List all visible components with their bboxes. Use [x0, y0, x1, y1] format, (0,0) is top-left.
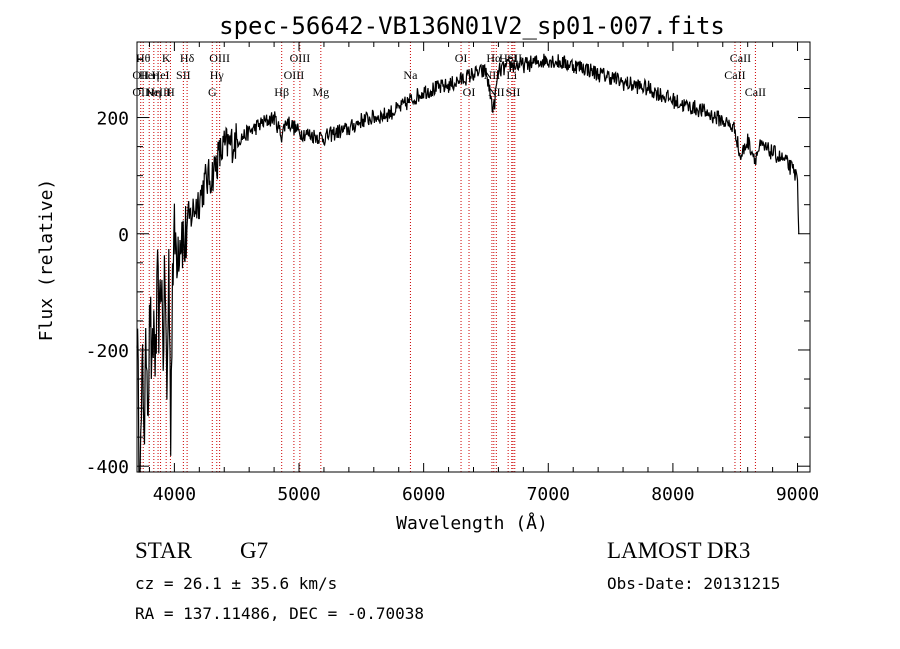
line-label: OII — [132, 68, 149, 82]
y-tick-label: 200 — [96, 109, 129, 130]
line-label: Heη — [139, 68, 159, 82]
line-labels: HθOIIOIIHeηHηNeIIIHeIKHSIIHδGHγOIIIHβOII… — [132, 51, 766, 99]
line-label: Hη — [146, 85, 161, 99]
line-label: SII — [506, 85, 521, 99]
x-tick-label: 8000 — [651, 484, 694, 505]
x-tick-label: 7000 — [527, 484, 570, 505]
line-label: CaII — [730, 51, 751, 65]
line-label: CaII — [745, 85, 766, 99]
line-label: OII — [132, 85, 149, 99]
x-tick-label: 4000 — [153, 484, 196, 505]
y-tick-label: -400 — [86, 457, 129, 478]
line-label: CaII — [724, 68, 745, 82]
line-label: G — [208, 85, 217, 99]
line-label: SII — [507, 51, 522, 65]
line-label: H — [166, 85, 175, 99]
line-label: OI — [455, 51, 468, 65]
line-label: Li — [506, 68, 517, 82]
x-axis-label: Wavelength (Å) — [396, 512, 548, 534]
x-tick-label: 9000 — [776, 484, 819, 505]
line-label: Hα — [486, 51, 502, 65]
x-tick-label: 6000 — [402, 484, 445, 505]
axis-ticks: 4000 5000 6000 7000 8000 9000 -400 -200 0 200 — [86, 42, 819, 505]
y-tick-label: -200 — [86, 341, 129, 362]
line-label: NII — [488, 85, 505, 99]
object-class: STAR — [135, 538, 192, 563]
line-label: Hδ — [180, 51, 195, 65]
line-label: HeI — [499, 51, 517, 65]
line-label: OI — [463, 85, 476, 99]
coordinates-readout: RA = 137.11486, DEC = -0.70038 — [135, 604, 424, 623]
y-axis-label: Flux (relative) — [36, 179, 57, 342]
line-label: Hβ — [274, 85, 289, 99]
line-label: SII — [176, 68, 191, 82]
line-label: OIII — [290, 51, 311, 65]
line-label: OIII — [284, 68, 305, 82]
line-label: NeIII — [145, 85, 171, 99]
line-markers — [140, 42, 756, 472]
survey-name: LAMOST DR3 — [607, 538, 751, 563]
redshift-readout: cz = 26.1 ± 35.6 km/s — [135, 574, 338, 593]
chart-title: spec-56642-VB136N01V2_sp01-007.fits — [219, 12, 725, 40]
line-label: HeI — [152, 68, 170, 82]
obs-date: Obs-Date: 20131215 — [607, 574, 781, 593]
line-label: NII — [484, 68, 501, 82]
spectrum-line — [136, 53, 800, 473]
plot-frame — [136, 41, 811, 473]
line-label: OIII — [209, 51, 230, 65]
line-label: Hθ — [136, 51, 151, 65]
x-tick-label: 5000 — [277, 484, 320, 505]
line-label: Mg — [312, 85, 329, 99]
line-label: Hγ — [210, 68, 225, 82]
y-tick-label: 0 — [118, 225, 129, 246]
line-label: Na — [403, 68, 418, 82]
line-label: K — [162, 51, 171, 65]
object-subclass: G7 — [240, 538, 269, 563]
